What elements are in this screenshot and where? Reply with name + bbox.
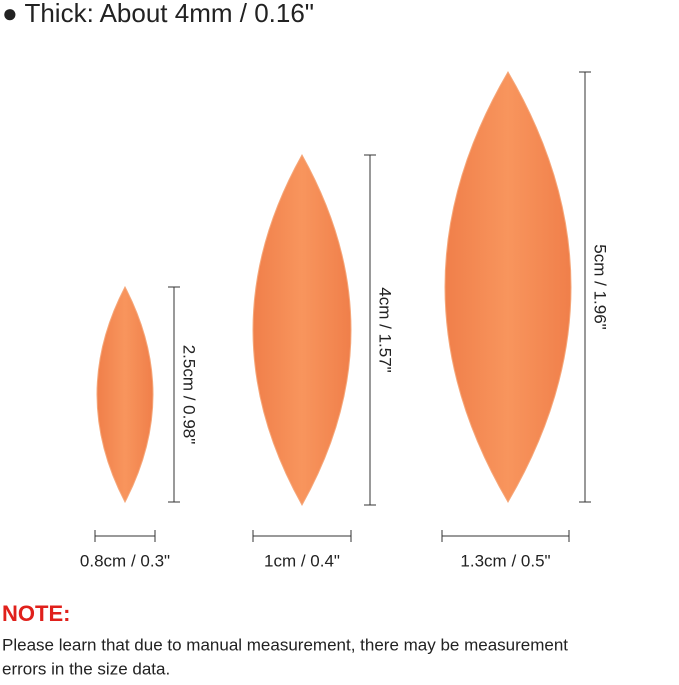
note-line: errors in the size data. (2, 659, 170, 678)
width-label: 1.3cm / 0.5" (460, 551, 550, 570)
note-line: Please learn that due to manual measurem… (2, 635, 568, 654)
height-label: 5cm / 1.96" (591, 244, 610, 329)
note-title: NOTE: (2, 601, 70, 626)
height-label: 4cm / 1.57" (376, 287, 395, 372)
width-label: 1cm / 0.4" (264, 551, 340, 570)
lens-shape (96, 285, 154, 504)
shapes: 2.5cm / 0.98" 0.8cm / 0.3" 4cm / 1.57" 1cm … (80, 71, 610, 570)
thickness-title: ● Thick: About 4mm / 0.16" (2, 0, 314, 28)
lens-shape (444, 71, 572, 503)
width-label: 0.8cm / 0.3" (80, 551, 170, 570)
height-label: 2.5cm / 0.98" (180, 345, 199, 445)
lens-shape (252, 153, 352, 507)
